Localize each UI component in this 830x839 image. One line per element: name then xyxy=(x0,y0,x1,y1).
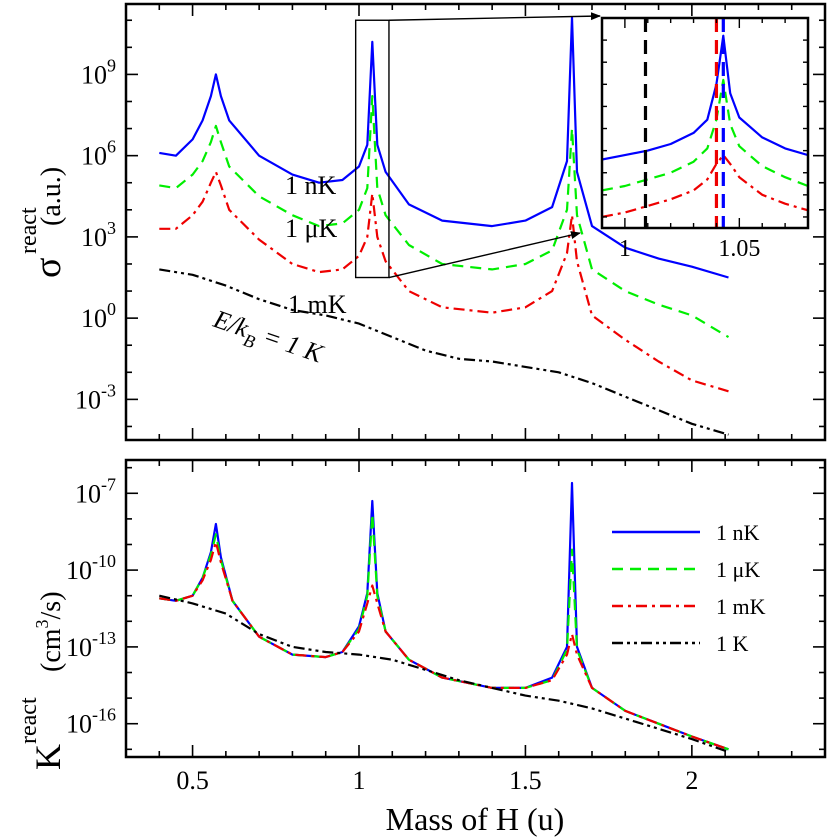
top-series-2 xyxy=(159,170,729,393)
bottom-ylabel-units: (cm3/s) xyxy=(32,591,67,672)
annotation-1mk: 1 mK xyxy=(288,290,347,319)
top-series-0 xyxy=(159,16,729,279)
top-series-3 xyxy=(159,268,729,436)
legend-label-1: 1 μK xyxy=(716,557,760,582)
top-ytick-label: 109 xyxy=(81,55,116,89)
top-ylabel-units: (a.u.) xyxy=(36,167,67,226)
bottom-xtick-label: 2 xyxy=(685,766,698,795)
bottom-ytick-label: 10-7 xyxy=(75,474,116,508)
bottom-ylabel-units-pre: (cm xyxy=(36,628,67,672)
bottom-series-1 xyxy=(159,512,729,751)
bottom-ytick-label: 10-13 xyxy=(66,628,116,662)
bottom-axes-frame xyxy=(124,458,827,759)
top-ylabel-sigma: σ xyxy=(27,258,69,278)
top-axes-frame xyxy=(124,2,827,442)
inset-axes-frame xyxy=(600,16,810,230)
bottom-series-2 xyxy=(159,540,729,751)
zoom-arrow-top xyxy=(388,12,601,21)
inset-xtick-label: 1 xyxy=(619,236,631,262)
bottom-ytick-label: 10-10 xyxy=(66,551,116,585)
annotation-1nk: 1 nK xyxy=(285,171,337,200)
legend-label-3: 1 K xyxy=(716,631,749,656)
bottom-xtick-label: 0.5 xyxy=(176,766,209,795)
zoom-indicator xyxy=(354,12,601,279)
zoom-arrow-bottom xyxy=(388,231,581,279)
x-axis-label: Mass of H (u) xyxy=(386,801,565,837)
top-panel: 10-3 100 103 106 109 σ react (a.u.) 1 nK 1 μ… xyxy=(16,2,827,442)
bottom-panel: 0.5 1 1.5 2 10-16 10-13 10-10 10-7 K react (cm3… xyxy=(16,458,827,837)
bottom-xtick-label: 1.5 xyxy=(509,766,542,795)
inset-panel: 1 1.05 xyxy=(600,16,810,262)
inset-series-2 xyxy=(602,154,808,218)
top-ytick-label: 106 xyxy=(81,137,116,171)
inset-xtick-label: 1.05 xyxy=(718,236,760,262)
bottom-ylabel-units-sup: 3 xyxy=(32,619,52,628)
bottom-ylabel-sup: react xyxy=(16,697,42,744)
bottom-ytick-label: 10-16 xyxy=(66,705,116,739)
zoom-box xyxy=(354,19,390,279)
annotation-energy-rest: = 1 K xyxy=(253,319,328,369)
top-ylabel-sup: react xyxy=(16,207,42,254)
bottom-series-3 xyxy=(159,594,729,753)
legend-label-0: 1 nK xyxy=(716,520,760,545)
bottom-xtick-label: 1 xyxy=(353,766,366,795)
top-series-1 xyxy=(159,95,730,339)
top-ytick-label: 103 xyxy=(81,218,116,252)
bottom-ylabel-k: K xyxy=(28,744,68,770)
annotation-1uk: 1 μK xyxy=(285,214,337,243)
bottom-ylabel-units-post: /s) xyxy=(36,591,67,619)
legend-label-2: 1 mK xyxy=(716,594,766,619)
legend: 1 nK 1 μK 1 mK 1 K xyxy=(612,520,766,656)
top-ytick-label: 100 xyxy=(81,299,116,333)
top-ytick-label: 10-3 xyxy=(75,380,116,414)
